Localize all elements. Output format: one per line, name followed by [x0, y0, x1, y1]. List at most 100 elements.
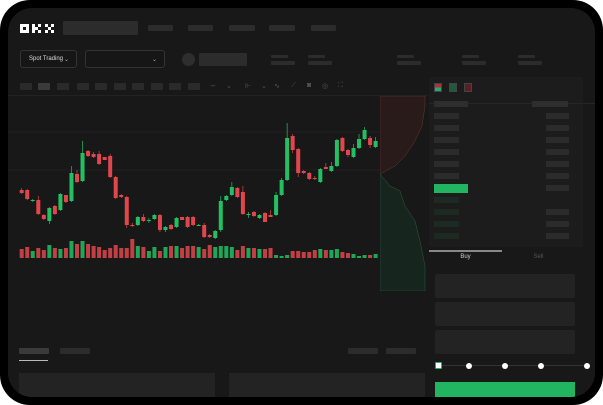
- slider-track[interactable]: [440, 365, 588, 366]
- candle-body: [91, 154, 96, 157]
- candlestick-chart[interactable]: [8, 96, 380, 336]
- volume-bar: [202, 249, 207, 258]
- volume-bar: [251, 248, 256, 258]
- nav-item[interactable]: [269, 25, 295, 31]
- volume-bar: [58, 249, 63, 258]
- timeframe-button[interactable]: [95, 83, 107, 90]
- candle-body: [279, 180, 284, 195]
- timeframe-button[interactable]: [151, 83, 163, 90]
- candle-body: [185, 217, 190, 227]
- search-box[interactable]: [63, 21, 138, 35]
- fullscreen-icon[interactable]: ⛶: [338, 82, 343, 89]
- buy-button[interactable]: [435, 382, 575, 397]
- ask-price: [434, 137, 459, 143]
- stat-label: [271, 55, 288, 58]
- line-icon[interactable]: ∿: [274, 83, 280, 90]
- volume-bar: [373, 254, 378, 258]
- timeframe-button[interactable]: [132, 83, 144, 90]
- camera-icon[interactable]: ◙: [307, 82, 312, 89]
- sell-tab[interactable]: Sell: [533, 254, 544, 260]
- timeframe-button[interactable]: [77, 83, 89, 90]
- candle-body: [213, 231, 218, 238]
- market-type-label: Spot Trading: [29, 56, 64, 62]
- volume-bar: [47, 245, 52, 258]
- orderbook-header-price: [434, 101, 468, 107]
- okx-logo: [20, 24, 54, 33]
- timeframe-button[interactable]: [169, 83, 181, 90]
- candle-body: [323, 167, 328, 169]
- volume-bar: [152, 247, 157, 258]
- volume-bar: [224, 246, 229, 258]
- slider-stop-50[interactable]: [502, 363, 508, 369]
- volume-bar: [169, 246, 174, 258]
- candle-body: [30, 200, 35, 201]
- tab-history[interactable]: [60, 348, 90, 354]
- chevron-down-icon[interactable]: ⌄: [261, 83, 267, 90]
- nav-item[interactable]: [229, 25, 255, 31]
- bid-price: [434, 197, 459, 203]
- both-sides-icon[interactable]: [434, 83, 442, 92]
- ruler-icon[interactable]: ⟋: [291, 82, 296, 89]
- timeframe-button[interactable]: [20, 83, 32, 90]
- volume-bar: [246, 248, 251, 258]
- candle-body: [301, 171, 306, 173]
- orders-panel-left: [19, 373, 215, 397]
- depth-chart: [380, 96, 426, 291]
- volume-bar: [86, 244, 91, 258]
- more-button[interactable]: [386, 348, 416, 354]
- total-input[interactable]: [435, 330, 575, 354]
- candle-body: [362, 130, 367, 139]
- bid-price: [434, 233, 459, 239]
- candle-body: [240, 192, 245, 214]
- market-type-select[interactable]: Spot Trading ⌄: [20, 50, 77, 68]
- stat-label: [397, 55, 414, 58]
- timeframe-button-active[interactable]: [38, 83, 50, 90]
- slider-stop-75[interactable]: [538, 363, 544, 369]
- filter-button[interactable]: [348, 348, 378, 354]
- ask-price: [434, 113, 459, 119]
- nav-item[interactable]: [188, 25, 213, 31]
- chevron-down-icon[interactable]: ⌄: [226, 83, 232, 90]
- volume-bar: [75, 244, 79, 258]
- indicator-icon[interactable]: ∽: [210, 83, 216, 90]
- volume-bar: [268, 248, 273, 258]
- candle-body: [169, 225, 174, 229]
- volume-bar: [124, 248, 129, 258]
- nav-item[interactable]: [311, 25, 336, 31]
- candle-body: [257, 215, 262, 218]
- candle-body: [146, 220, 151, 221]
- bid-depth-area: [380, 173, 426, 291]
- amount-input[interactable]: [435, 302, 575, 326]
- buy-tab[interactable]: Buy: [460, 254, 471, 260]
- volume-bar: [218, 246, 223, 258]
- candle-body: [130, 225, 135, 226]
- candle-body: [329, 166, 334, 171]
- volume-bar: [180, 248, 185, 258]
- volume-bar: [301, 252, 306, 258]
- price-input[interactable]: [435, 274, 575, 298]
- timeframe-button[interactable]: [188, 83, 200, 90]
- nav-item[interactable]: [148, 25, 173, 31]
- volume-bar: [146, 251, 151, 258]
- pair-select[interactable]: ⌄: [85, 50, 165, 68]
- timeframe-button[interactable]: [114, 83, 126, 90]
- volume-bar: [25, 247, 30, 258]
- settings-icon[interactable]: ◎: [322, 83, 329, 90]
- volume-bar: [274, 255, 279, 258]
- ask-price: [434, 125, 459, 131]
- bid-amount: [546, 209, 569, 215]
- candle-body: [58, 194, 63, 210]
- asks-only-icon[interactable]: [464, 83, 472, 92]
- volume-bar: [102, 250, 107, 258]
- slider-handle[interactable]: [435, 362, 442, 369]
- bids-only-icon[interactable]: [449, 83, 457, 92]
- slider-stop-25[interactable]: [466, 363, 472, 369]
- slider-stop-100[interactable]: [584, 363, 590, 369]
- timeframe-button[interactable]: [57, 83, 69, 90]
- candle-body: [251, 212, 256, 216]
- orders-panel-right: [229, 373, 425, 397]
- candle-type-icon[interactable]: ⊩: [245, 83, 252, 90]
- volume-bar: [36, 248, 41, 258]
- tab-open-orders[interactable]: [19, 348, 49, 354]
- volume-bar: [157, 251, 162, 258]
